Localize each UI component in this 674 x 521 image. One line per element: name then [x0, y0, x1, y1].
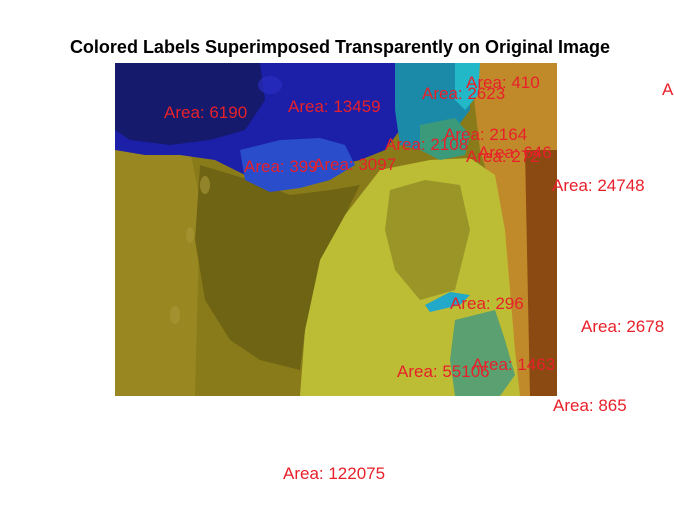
region-royal-blue — [240, 138, 355, 192]
area-label: Area: 2678 — [581, 317, 664, 336]
area-label: Area: 399 — [244, 157, 318, 176]
area-label: Area: 2164 — [444, 125, 527, 144]
area-label: Area: 6190 — [164, 103, 247, 122]
region-dark-olive — [195, 165, 360, 370]
region-green-small — [420, 118, 470, 160]
region-olive-lobe — [385, 180, 470, 300]
area-label: Area: 646 — [478, 143, 552, 162]
area-label: Area: 2623 — [422, 84, 505, 103]
area-label: Area: 865 — [553, 396, 627, 415]
region-green — [450, 310, 515, 396]
overlay-image — [115, 63, 557, 396]
area-label: Area: 13459 — [288, 97, 381, 116]
area-label: Area: 3097 — [313, 155, 396, 174]
area-label: Area: 24748 — [552, 176, 645, 195]
texture-ellipse — [200, 176, 210, 194]
area-label: Area: 122075 — [283, 464, 385, 483]
area-label: Area: 272 — [466, 147, 540, 166]
region-dark-blue — [115, 63, 265, 145]
region-cyan-inlet — [425, 292, 470, 312]
texture-ellipse — [186, 227, 194, 243]
region-brown-edge — [525, 150, 557, 396]
area-label: Area: 55106 — [397, 362, 490, 381]
figure-title: Colored Labels Superimposed Transparentl… — [0, 36, 674, 58]
texture-ellipse — [258, 76, 282, 94]
region-cyan-top — [455, 63, 480, 110]
area-label: A — [662, 80, 674, 99]
area-label: Area: 410 — [466, 73, 540, 92]
area-label: Area: 1463 — [472, 355, 555, 374]
area-label: Area: 2108 — [385, 135, 468, 154]
texture-ellipse — [170, 306, 180, 324]
region-olive-left-band — [115, 150, 200, 396]
figure-title-text: Colored Labels Superimposed Transparentl… — [69, 37, 611, 57]
area-label: Area: 296 — [450, 294, 524, 313]
